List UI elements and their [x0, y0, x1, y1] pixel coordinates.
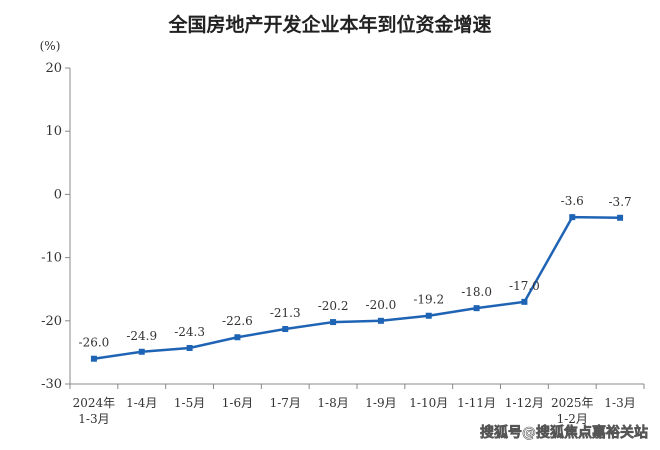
- data-point: [377, 317, 384, 324]
- data-point: [330, 319, 337, 326]
- data-label: -22.6: [222, 314, 253, 328]
- data-label: -24.9: [126, 329, 157, 343]
- data-label: -21.3: [270, 306, 301, 320]
- data-point: [234, 334, 241, 341]
- data-label: -20.0: [366, 298, 397, 312]
- x-tick-label: 2025年: [551, 396, 594, 410]
- x-tick-label: 1-6月: [222, 396, 253, 410]
- data-label: -3.6: [561, 194, 584, 208]
- data-point: [138, 348, 145, 355]
- x-tick-label: 1-11月: [457, 396, 496, 410]
- y-tick-label: 20: [45, 61, 62, 76]
- x-tick-label: 1-5月: [174, 396, 205, 410]
- x-ticks: 2024年 1-3月 1-4月 1-5月 1-6月 1-7月 1-8月 1-9月 1-10月 1-…: [69, 384, 645, 426]
- data-label: -20.2: [318, 299, 349, 313]
- data-label: -3.7: [609, 195, 632, 209]
- chart-title: 全国房地产开发企业本年到位资金增速: [167, 13, 491, 36]
- data-point: [90, 355, 97, 362]
- x-tick-label: 1-7月: [270, 396, 301, 410]
- x-tick-label: 1-10月: [409, 396, 448, 410]
- x-tick-label: 1-9月: [365, 396, 396, 410]
- data-point: [425, 312, 432, 319]
- x-tick-label: 2024年: [73, 396, 116, 410]
- watermark: 搜狐号@搜狐焦点嘉裕关站: [480, 424, 648, 441]
- y-tick-label: 10: [45, 124, 62, 139]
- x-tick-label: 1-3月: [604, 396, 635, 410]
- data-point: [521, 298, 528, 305]
- y-tick-label: -30: [41, 377, 62, 392]
- data-label: -18.0: [461, 285, 492, 299]
- x-tick-label: 1-2月: [557, 412, 588, 426]
- series-line: [90, 214, 624, 362]
- data-point: [186, 344, 193, 351]
- data-label: -24.3: [174, 325, 205, 339]
- y-unit-label: (%): [40, 39, 61, 53]
- data-labels: -26.0 -24.9 -24.3 -22.6 -21.3 -20.2 -20.0 -19.2…: [79, 194, 632, 350]
- data-point: [569, 214, 576, 221]
- data-point: [473, 305, 480, 312]
- y-tick-label: 0: [54, 187, 62, 202]
- y-ticks: 20 10 0 -10 -20 -30: [41, 61, 70, 392]
- x-tick-label: 1-4月: [126, 396, 157, 410]
- x-tick-label: 1-12月: [505, 396, 544, 410]
- y-tick-label: -20: [41, 314, 62, 329]
- x-tick-label: 1-3月: [78, 412, 109, 426]
- data-label: -17.0: [509, 279, 540, 293]
- x-tick-label: 1-8月: [317, 396, 348, 410]
- y-tick-label: -10: [41, 251, 62, 266]
- series-path: [93, 215, 621, 360]
- data-label: -26.0: [79, 336, 110, 350]
- data-label: -19.2: [413, 293, 444, 307]
- data-point: [617, 214, 624, 221]
- data-point: [282, 326, 289, 333]
